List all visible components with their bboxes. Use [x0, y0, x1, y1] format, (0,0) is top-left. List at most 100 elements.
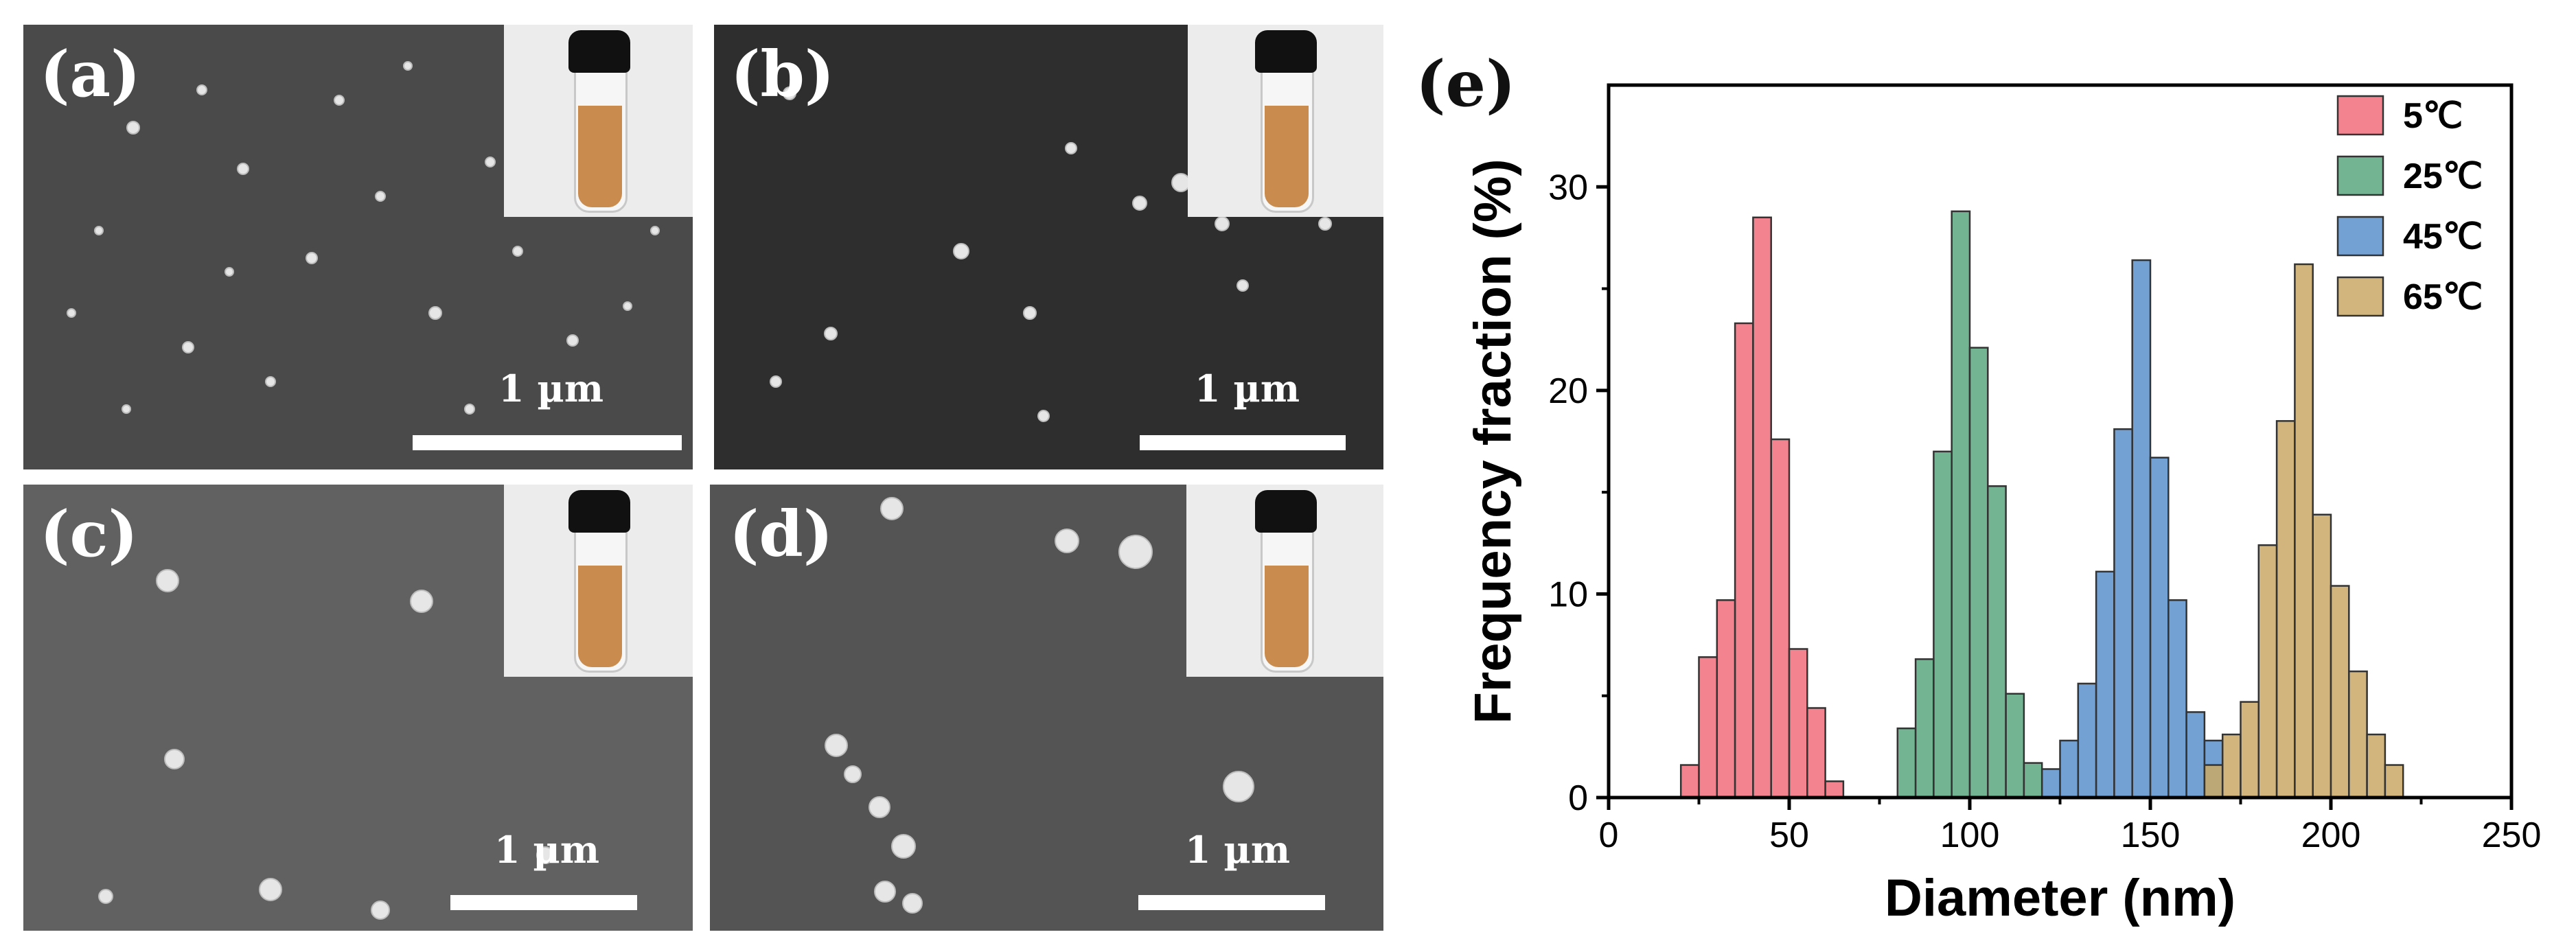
sem-image-b	[770, 86, 1332, 422]
histogram-bar	[2330, 585, 2350, 799]
vial-cap-c	[568, 490, 630, 533]
y-tick-label: 20	[1548, 371, 1588, 411]
histogram-bar	[2040, 768, 2061, 799]
sem-image-d	[825, 497, 1254, 914]
histogram-bar	[1770, 438, 1791, 799]
vial-liquid-c	[578, 566, 622, 667]
nanoparticle	[428, 306, 442, 320]
histogram-bar	[2113, 428, 2133, 799]
histogram-bar	[2203, 764, 2224, 799]
x-tick-label: 100	[1940, 815, 2000, 855]
nanoparticle	[225, 267, 234, 277]
nanoparticle	[874, 881, 896, 903]
legend-swatch	[2336, 155, 2384, 196]
nanoparticle	[98, 889, 113, 904]
nanoparticle	[512, 246, 523, 257]
scale-label-b: 1 µm	[1195, 367, 1300, 410]
legend-swatch	[2336, 216, 2384, 257]
scale-bar-c	[450, 895, 637, 910]
histogram-bar	[2240, 701, 2260, 799]
nanoparticle	[164, 749, 185, 769]
histogram-bar	[2221, 733, 2242, 799]
legend-label: 65℃	[2403, 277, 2483, 317]
nanoparticle	[650, 226, 660, 235]
nanoparticle	[623, 301, 632, 311]
y-axis-label: Frequency fraction (%)	[1464, 159, 1522, 723]
nanoparticle	[306, 252, 318, 264]
nanoparticle	[891, 834, 916, 859]
y-tick-label: 10	[1548, 574, 1588, 614]
nanoparticle	[824, 327, 838, 340]
nanoparticle	[953, 243, 969, 259]
histogram-bar	[1734, 322, 1754, 799]
nanoparticle	[485, 156, 496, 167]
panel-label-e: (e)	[1416, 47, 1516, 121]
nanoparticle	[371, 901, 390, 920]
histogram-bar	[1824, 780, 1845, 799]
nanoparticle	[464, 404, 475, 415]
legend-swatch	[2336, 276, 2384, 317]
histogram-bar	[1698, 656, 1718, 799]
nanoparticle	[122, 404, 131, 414]
nanoparticle	[67, 308, 76, 318]
nanoparticle	[869, 796, 890, 818]
nanoparticle	[902, 893, 923, 914]
histogram-bar	[2095, 570, 2115, 799]
scale-bar-b	[1140, 435, 1346, 450]
nanoparticle	[536, 846, 554, 864]
nanoparticle	[375, 191, 386, 202]
vial-cap-d	[1255, 490, 1317, 533]
nanoparticle	[265, 376, 276, 387]
histogram-bar	[1933, 450, 1953, 799]
histogram-bar	[2167, 599, 2187, 799]
histogram-bar	[2023, 762, 2043, 799]
histogram-bar	[2257, 544, 2278, 799]
nanoparticle	[566, 334, 579, 347]
histogram-bar	[1968, 347, 1989, 799]
histogram-bar	[2131, 259, 2152, 799]
sem-panel-a: (a) 1 µm	[23, 25, 693, 469]
panel-label-c: (c)	[40, 497, 139, 571]
histogram-bar	[1716, 599, 1736, 799]
sem-image-a	[67, 61, 660, 415]
histogram-bar	[1679, 764, 1700, 799]
x-axis-label: Diameter (nm)	[1885, 869, 2235, 927]
nanoparticle	[403, 61, 413, 71]
histogram-bar	[1896, 727, 1917, 799]
nanoparticle	[1237, 279, 1249, 292]
vial-liquid-d	[1265, 566, 1309, 667]
nanoparticle	[237, 163, 249, 175]
nanoparticle	[1037, 410, 1050, 422]
nanoparticle	[1132, 196, 1147, 211]
nanoparticle	[1318, 217, 1332, 231]
vial-cap-b	[1255, 30, 1317, 73]
scale-bar-a	[413, 435, 682, 450]
histogram-chart: 0 50 100 150 200 250 0 10 20 30 Diameter (nm) Frequ…	[1464, 83, 2542, 927]
scale-bar-d	[1138, 895, 1325, 910]
x-tick-label: 200	[2301, 815, 2361, 855]
vial-photo-b	[1188, 25, 1383, 217]
nanoparticle	[770, 375, 782, 388]
histogram-bar	[2312, 513, 2332, 799]
histogram-bar	[2185, 711, 2206, 799]
histogram-bar	[2384, 764, 2404, 799]
sem-panel-c: (c) 1 µm	[23, 485, 693, 931]
nanoparticle	[1215, 216, 1230, 231]
sem-image-c	[98, 569, 554, 920]
nanoparticle	[182, 341, 194, 353]
legend-swatch	[2336, 95, 2384, 136]
y-tick-label: 30	[1548, 167, 1588, 207]
nanoparticle	[825, 734, 848, 757]
x-tick-label: 250	[2482, 815, 2542, 855]
nanoparticle	[334, 95, 345, 106]
nanoparticle	[1055, 529, 1079, 553]
nanoparticle	[156, 569, 179, 592]
histogram-bar	[1788, 648, 1808, 799]
legend-label: 25℃	[2403, 156, 2483, 196]
nanoparticle	[1023, 306, 1037, 320]
scale-label-d: 1 µm	[1185, 828, 1291, 872]
nanoparticle	[126, 121, 140, 135]
histogram-bar	[1951, 210, 1971, 799]
nanoparticle	[259, 878, 282, 901]
histogram-bar	[2348, 670, 2368, 799]
